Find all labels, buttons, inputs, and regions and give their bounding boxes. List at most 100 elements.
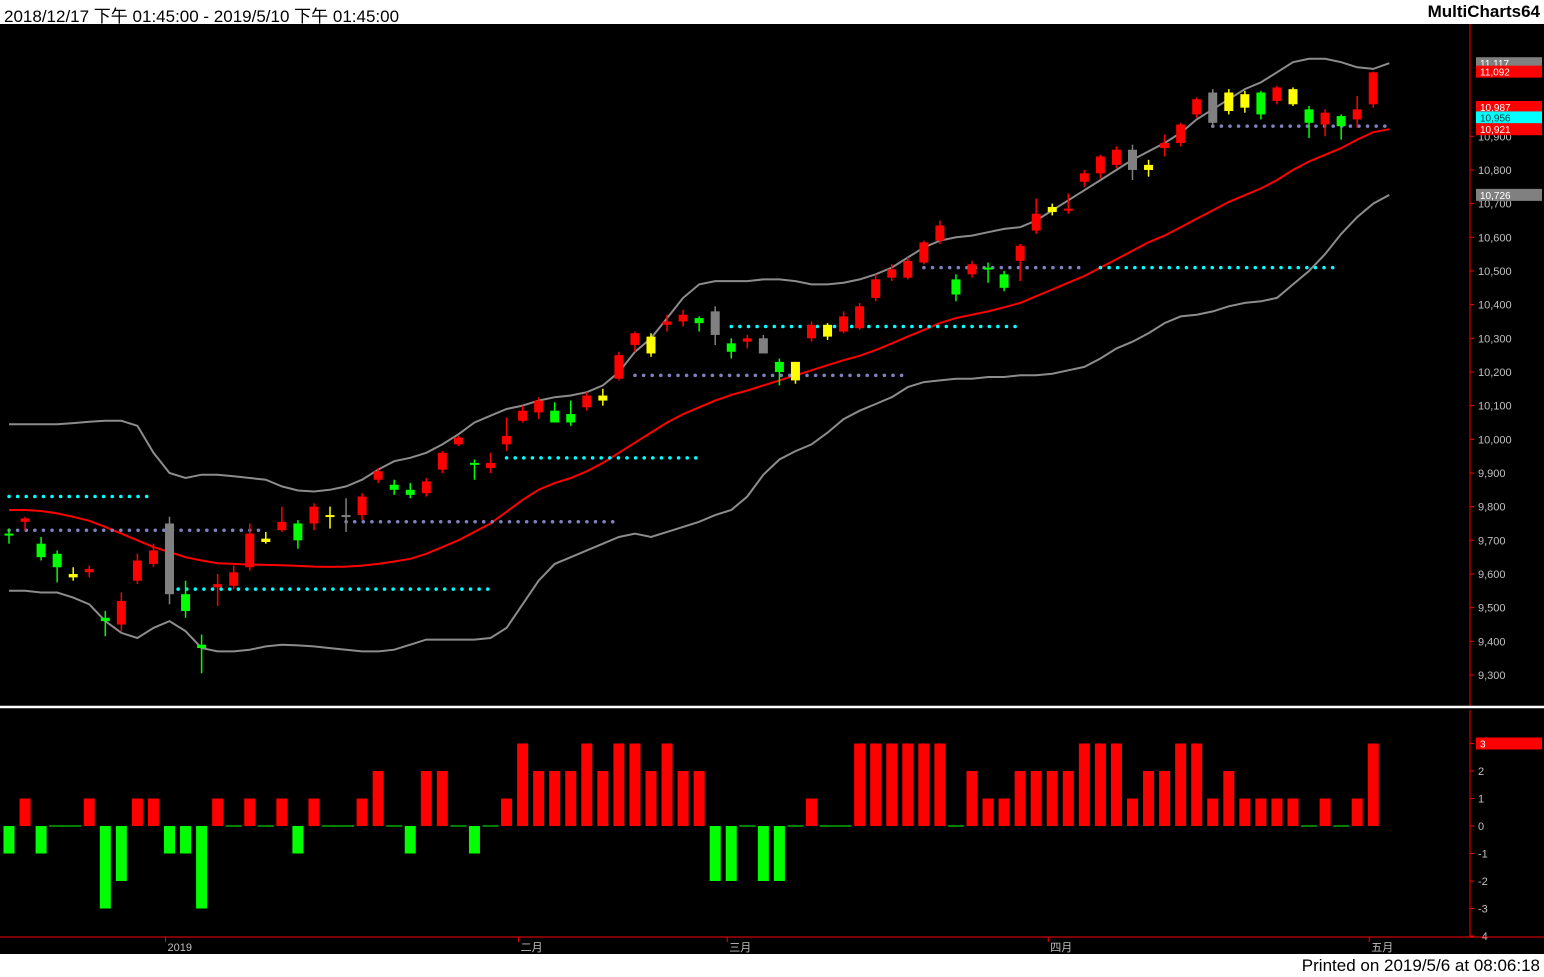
osc-bar-6 (99, 826, 111, 909)
osc-bar-29 (468, 826, 480, 854)
candle-body-14 (229, 572, 239, 586)
osc-bar-64 (1030, 771, 1042, 826)
osc-bar-12 (196, 826, 208, 909)
price-marker-label-0: 11,117 (1480, 59, 1510, 70)
candle-body-64 (1031, 213, 1041, 231)
upper-band-line (9, 57, 1390, 493)
osc-bar-65 (1046, 771, 1058, 826)
osc-bar-57 (918, 743, 930, 826)
price-tick-label-4: 9,700 (1478, 535, 1506, 547)
osc-bar-53 (854, 743, 866, 826)
candle-body-31 (502, 435, 512, 445)
price-tick-label-3: 9,600 (1478, 569, 1506, 581)
osc-bar-23 (372, 771, 384, 826)
candle-body-46 (742, 338, 752, 342)
price-marker-label-3: 10,956 (1480, 113, 1511, 124)
candle-body-60 (967, 264, 977, 275)
osc-bar-45 (725, 826, 737, 881)
candle-body-8 (132, 560, 142, 581)
candle-body-67 (1079, 173, 1089, 182)
osc-bar-32 (517, 743, 529, 826)
candle-body-28 (453, 437, 463, 445)
osc-bar-78 (1255, 798, 1267, 826)
osc-bar-41 (661, 743, 673, 826)
price-pane: 9,300 9,400 9,500 9,600 9,700 9,800 9,900 10,00… (0, 24, 1544, 709)
candle-body-48 (774, 361, 784, 372)
osc-bar-39 (629, 743, 641, 826)
candle-body-49 (790, 361, 800, 381)
price-tick-label-13: 10,600 (1478, 232, 1512, 244)
osc-bar-36 (581, 743, 593, 826)
time-tick-label-2: 三月 (729, 942, 751, 954)
price-tick-label-2: 9,500 (1478, 603, 1506, 615)
osc-bar-63 (1014, 771, 1026, 826)
candle-body-81 (1304, 109, 1314, 123)
candle-body-4 (68, 573, 78, 578)
osc-bar-79 (1271, 798, 1283, 826)
osc-bar-60 (966, 771, 978, 826)
candle-body-35 (566, 414, 576, 423)
candle-body-21 (341, 515, 351, 518)
osc-bar-19 (308, 798, 320, 826)
osc-bar-72 (1159, 771, 1171, 826)
osc-bar-75 (1207, 798, 1219, 826)
osc-bar-42 (677, 771, 689, 826)
osc-tick-label-5: 1 (1478, 794, 1484, 806)
candle-body-83 (1336, 116, 1346, 127)
candle-body-23 (373, 471, 383, 480)
osc-bar-69 (1110, 743, 1122, 826)
osc-bar-82 (1319, 798, 1331, 826)
price-tick-label-1: 9,400 (1478, 636, 1506, 648)
candle-body-34 (550, 410, 560, 423)
candle-body-25 (405, 489, 415, 495)
candle-body-52 (839, 316, 849, 332)
title-bar: 2018/12/17 下午 01:45:00 - 2019/5/10 下午 01… (0, 0, 1544, 26)
osc-bar-17 (276, 798, 288, 826)
candle-body-7 (116, 600, 126, 625)
candle-body-5 (84, 568, 94, 573)
chart-area: 9,300 9,400 9,500 9,600 9,700 9,800 9,900 10,00… (0, 24, 1544, 954)
price-marker-3 (1476, 111, 1542, 124)
price-axis-area (1470, 24, 1544, 706)
osc-bar-35 (565, 771, 577, 826)
osc-bar-50 (806, 798, 817, 826)
osc-bar-18 (292, 826, 304, 854)
candle-body-53 (855, 306, 865, 329)
osc-bar-84 (1351, 798, 1363, 826)
candle-body-65 (1047, 206, 1057, 213)
candle-body-6 (100, 617, 110, 622)
candle-body-70 (1128, 149, 1137, 170)
candle-body-17 (277, 521, 287, 531)
osc-bar-47 (757, 826, 769, 881)
osc-bar-48 (773, 826, 785, 881)
time-tick-label-4: 五月 (1371, 942, 1393, 954)
candle-body-78 (1256, 92, 1266, 115)
candle-body-57 (919, 242, 929, 263)
candle-body-66 (1063, 208, 1073, 211)
moving-average-line (9, 128, 1390, 568)
candle-body-3 (52, 553, 62, 568)
price-tick-label-7: 10,000 (1478, 434, 1512, 446)
osc-tick-label-3: -1 (1478, 849, 1488, 861)
candle-body-13 (213, 584, 223, 588)
osc-bar-58 (934, 743, 946, 826)
candle-body-59 (951, 279, 961, 295)
candle-body-71 (1144, 164, 1154, 170)
candle-body-55 (887, 269, 897, 278)
price-tick-label-6: 9,900 (1478, 468, 1506, 480)
candle-body-12 (197, 644, 207, 649)
candle-body-73 (1176, 124, 1186, 144)
candle-body-19 (309, 506, 319, 524)
candle-body-37 (598, 395, 608, 401)
time-tick-label-1: 二月 (521, 942, 543, 954)
candle-body-75 (1208, 92, 1218, 123)
osc-bar-9 (147, 798, 159, 826)
candle-body-47 (758, 338, 768, 354)
candle-body-27 (437, 452, 447, 470)
oscillator-pane: -4-3-2-101233 (3, 710, 1544, 943)
printed-timestamp: Printed on 2019/5/6 at 08:06:18 (1301, 956, 1540, 975)
price-marker-label-5: 10,726 (1480, 191, 1511, 202)
candle-body-43 (694, 318, 704, 324)
candle-body-45 (726, 343, 736, 352)
candle-body-74 (1192, 99, 1202, 115)
